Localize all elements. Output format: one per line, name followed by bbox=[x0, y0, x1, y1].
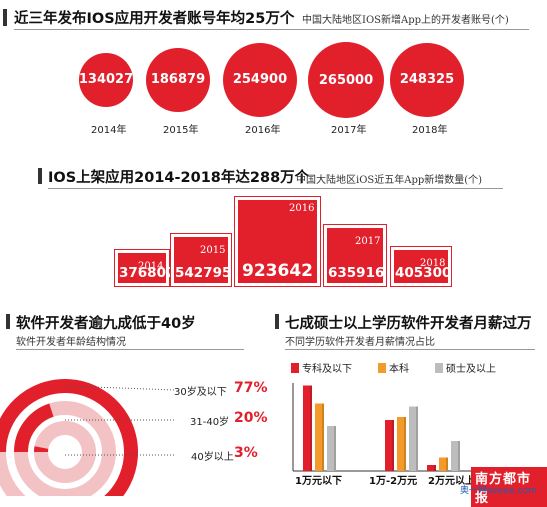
bubble-2014年: 134027 bbox=[79, 53, 133, 107]
legend-item: 本科 bbox=[378, 360, 409, 375]
bar-shade bbox=[334, 426, 336, 471]
bar-shade bbox=[322, 404, 324, 472]
salary-category-label: 1万-2万元 bbox=[369, 475, 417, 487]
bubble-year-label: 2016年 bbox=[245, 121, 280, 136]
salary-legend: 专科及以下 本科 硕士及以上 bbox=[291, 360, 496, 375]
section-marker bbox=[275, 314, 279, 329]
divider bbox=[48, 188, 503, 189]
bar-shade bbox=[392, 420, 394, 471]
divider bbox=[285, 349, 535, 350]
age-percent: 3% bbox=[234, 445, 258, 461]
bubble-value: 186879 bbox=[151, 72, 205, 87]
legend-item: 硕士及以上 bbox=[435, 360, 496, 375]
bar-shade bbox=[310, 386, 312, 472]
legend-label: 本科 bbox=[389, 360, 409, 375]
bubble-value: 134027 bbox=[79, 72, 133, 87]
section-marker bbox=[38, 168, 42, 184]
age-label: 31-40岁 bbox=[190, 413, 229, 428]
bubble-year-label: 2017年 bbox=[331, 121, 366, 136]
section2-subtitle: 中国大陆地区iOS近五年App新增数量(个) bbox=[296, 171, 482, 186]
bar-shade bbox=[446, 458, 448, 472]
bar-value-label: 542795 bbox=[175, 265, 231, 281]
website-watermark: 奥一网oeeee.com bbox=[460, 483, 537, 496]
bar-shade bbox=[404, 417, 406, 471]
section1-subtitle: 中国大陆地区IOS新增App上的开发者账号(个) bbox=[302, 11, 509, 26]
legend-swatch bbox=[435, 363, 443, 373]
bubble-2015年: 186879 bbox=[146, 48, 210, 112]
section4-subtitle: 不同学历软件开发者月薪情况占比 bbox=[285, 333, 435, 348]
section-marker bbox=[6, 314, 10, 329]
legend-label: 专科及以下 bbox=[302, 360, 352, 375]
bar-year-label: 2017 bbox=[355, 236, 380, 247]
bubble-value: 248325 bbox=[400, 72, 454, 87]
section1-title: 近三年发布IOS应用开发者账号年均25万个 bbox=[14, 7, 294, 28]
bubble-year-label: 2014年 bbox=[91, 121, 126, 136]
bubble-2016年: 254900 bbox=[223, 43, 298, 118]
bubble-2018年: 248325 bbox=[390, 43, 464, 117]
bar-shade bbox=[416, 407, 418, 472]
bar-value-label: 405300 bbox=[395, 265, 451, 281]
divider bbox=[14, 29, 529, 30]
legend-item: 专科及以下 bbox=[291, 360, 352, 375]
section3-title: 软件开发者逾九成低于40岁 bbox=[16, 312, 196, 333]
ring-track bbox=[41, 428, 89, 476]
bar-shade bbox=[458, 441, 460, 471]
bar-shade bbox=[434, 465, 436, 471]
legend-swatch bbox=[291, 363, 299, 373]
bubble-value: 265000 bbox=[319, 73, 373, 88]
salary-category-label: 1万元以下 bbox=[295, 475, 342, 487]
age-percent: 77% bbox=[234, 380, 268, 396]
legend-label: 硕士及以上 bbox=[446, 360, 496, 375]
age-label: 40岁以上 bbox=[191, 448, 234, 463]
bar-value-label: 635916 bbox=[328, 265, 384, 281]
section-marker bbox=[3, 9, 7, 26]
bubble-year-label: 2015年 bbox=[163, 121, 198, 136]
age-percent: 20% bbox=[234, 410, 268, 426]
section3-subtitle: 软件开发者年龄结构情况 bbox=[16, 333, 126, 348]
bar-value-label: 376807 bbox=[119, 265, 175, 281]
section2-title: IOS上架应用2014-2018年达288万个 bbox=[48, 166, 309, 187]
age-pie-chart bbox=[0, 350, 270, 496]
bubble-value: 254900 bbox=[233, 72, 287, 87]
age-label: 30岁及以下 bbox=[174, 383, 227, 398]
bubble-2017年: 265000 bbox=[308, 42, 384, 118]
bar-year-label: 2015 bbox=[200, 245, 225, 256]
bar-value-label: 923642 bbox=[242, 261, 313, 281]
bar-year-label: 2016 bbox=[289, 203, 314, 214]
bubble-year-label: 2018年 bbox=[412, 121, 447, 136]
legend-swatch bbox=[378, 363, 386, 373]
section4-title: 七成硕士以上学历软件开发者月薪过万 bbox=[285, 312, 532, 333]
